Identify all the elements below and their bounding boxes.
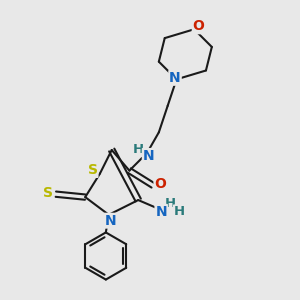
Text: O: O xyxy=(193,19,205,33)
Text: N: N xyxy=(169,71,181,85)
Text: N: N xyxy=(143,149,154,163)
Text: N: N xyxy=(104,214,116,228)
Text: O: O xyxy=(154,177,166,191)
Text: S: S xyxy=(88,163,98,177)
Text: H: H xyxy=(174,205,185,218)
Text: S: S xyxy=(44,186,53,200)
Text: H: H xyxy=(164,197,175,210)
Text: N: N xyxy=(155,205,167,219)
Text: H: H xyxy=(133,143,144,156)
